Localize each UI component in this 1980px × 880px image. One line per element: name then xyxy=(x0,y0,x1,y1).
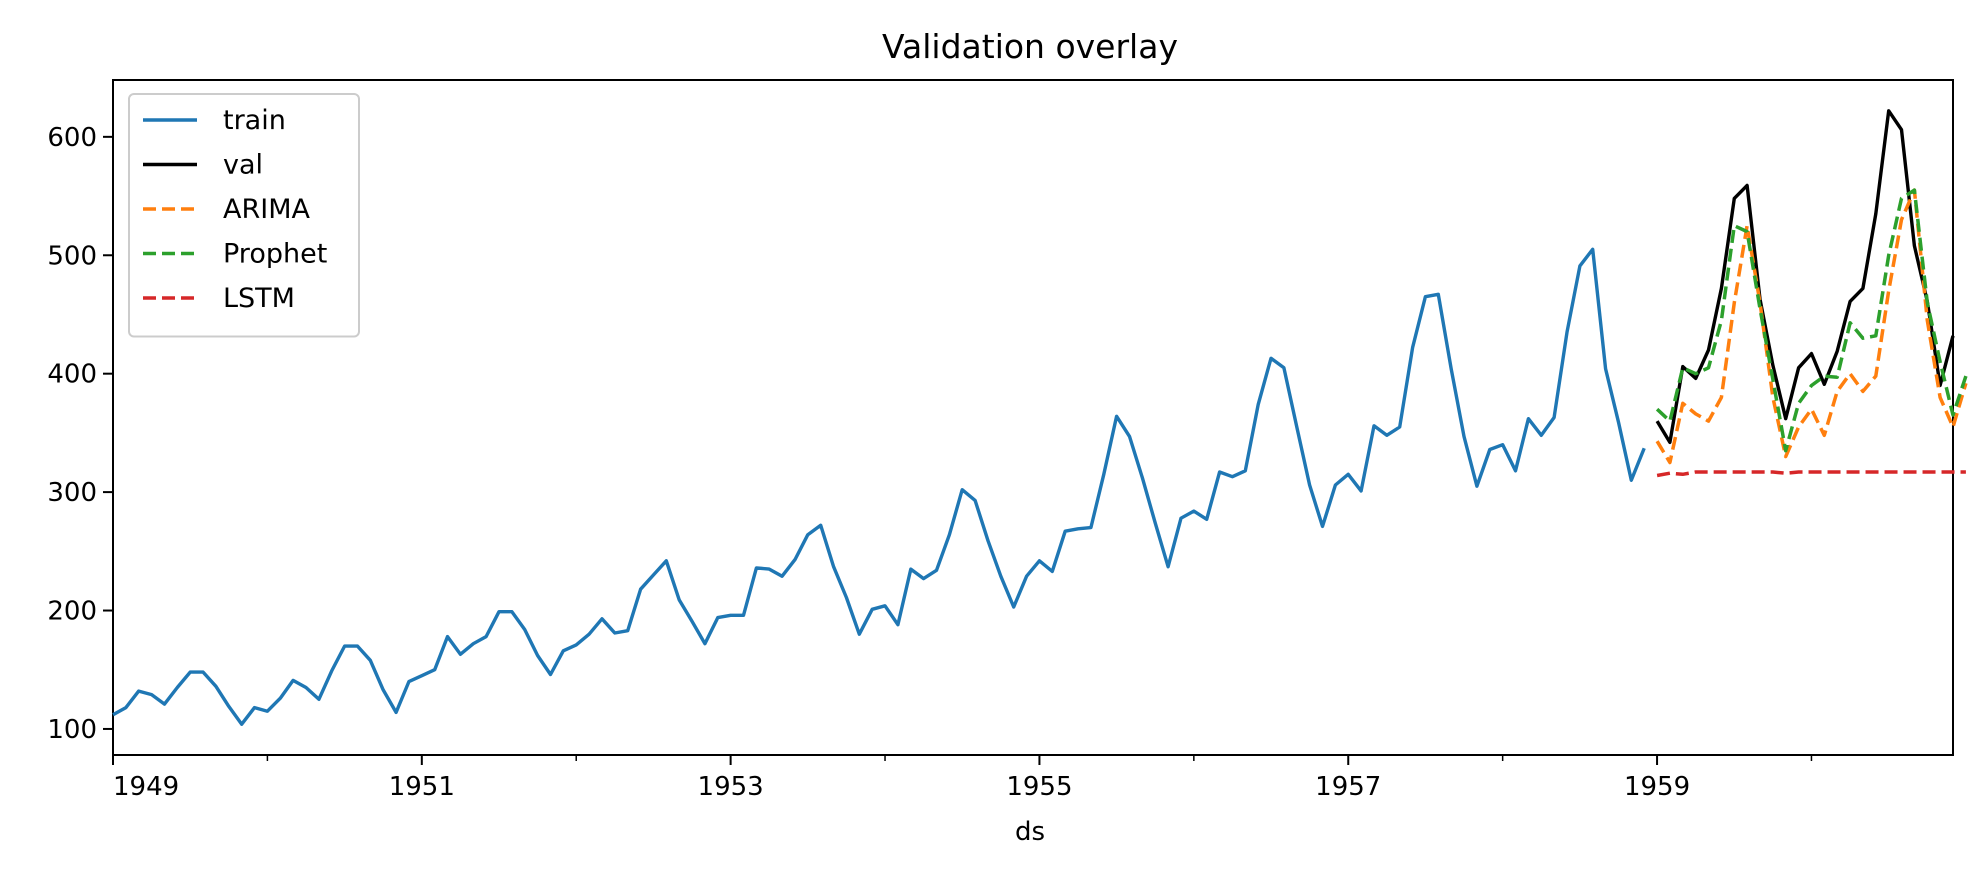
y-tick-label: 200 xyxy=(47,597,97,627)
y-tick-label: 500 xyxy=(47,241,97,271)
legend-label-arima: ARIMA xyxy=(223,194,310,225)
x-tick-label: 1955 xyxy=(1006,772,1072,802)
series-layer xyxy=(112,109,1968,726)
x-tick-label: 1949 xyxy=(113,772,179,802)
x-axis: 1949 1951 1953 1955 1957 1959 xyxy=(112,755,1813,802)
series-lstm-line xyxy=(1656,470,1966,478)
series-val-line xyxy=(1655,109,1955,445)
x-tick-label: 1957 xyxy=(1315,772,1381,802)
y-tick-label: 100 xyxy=(47,715,97,745)
x-tick-label: 1951 xyxy=(389,772,455,802)
legend-label-prophet: Prophet xyxy=(223,239,327,270)
x-tick-label: 1953 xyxy=(698,772,764,802)
x-axis-label: ds xyxy=(1015,817,1045,847)
series-train-line xyxy=(112,247,1646,726)
y-tick-label: 300 xyxy=(47,478,97,508)
y-tick-label: 600 xyxy=(47,123,97,153)
legend-label-val: val xyxy=(223,150,263,181)
y-tick-label: 400 xyxy=(47,360,97,390)
series-prophet-line xyxy=(1655,188,1968,453)
legend-label-lstm: LSTM xyxy=(223,283,295,314)
legend-box xyxy=(128,93,360,338)
y-axis: 100 200 300 400 500 600 xyxy=(47,123,113,745)
x-tick-label: 1959 xyxy=(1624,772,1690,802)
legend-label-train: train xyxy=(223,105,286,136)
chart-title: Validation overlay xyxy=(882,27,1178,66)
plot-frame xyxy=(112,79,1954,756)
legend: train val ARIMA Prophet LSTM xyxy=(128,93,360,338)
